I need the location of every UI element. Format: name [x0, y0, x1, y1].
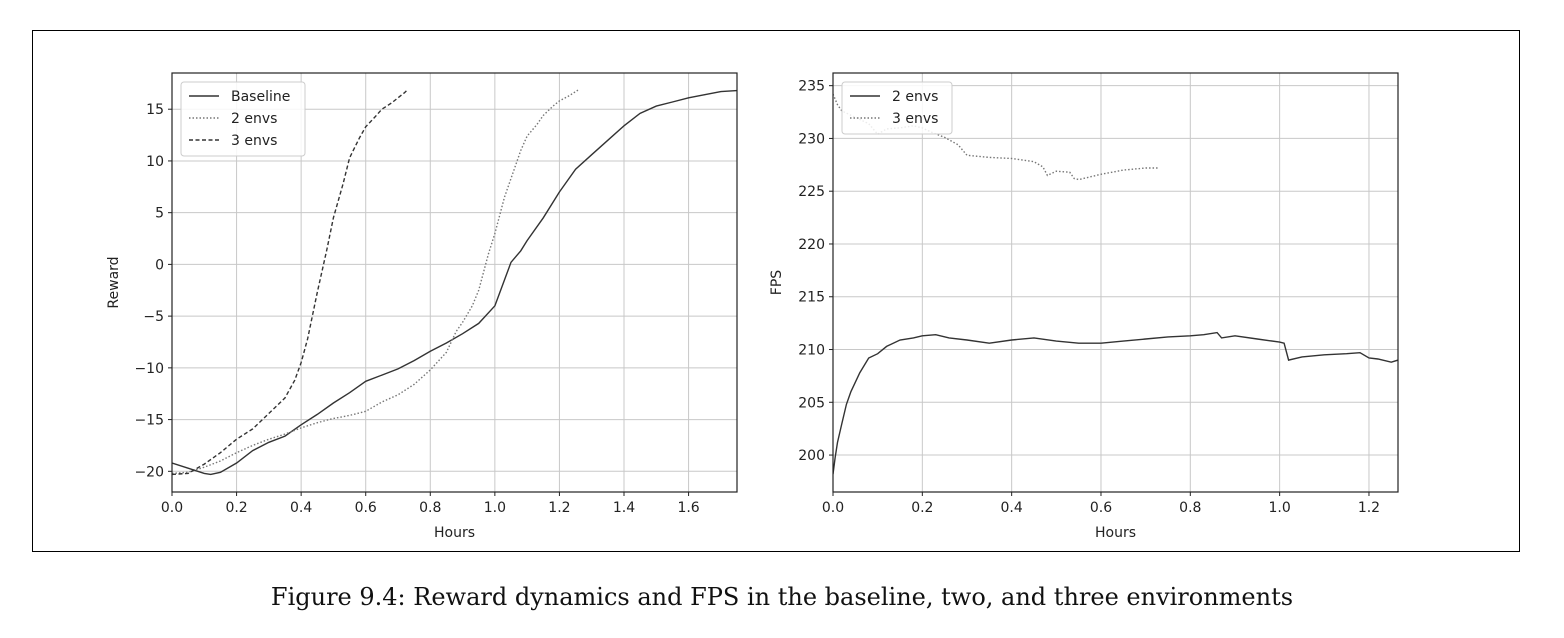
fps-series-line-2-envs	[833, 331, 1398, 475]
fps-x-axis-label: Hours	[1095, 525, 1136, 541]
reward-y-tick-label: −5	[143, 309, 164, 325]
fps-chart: 0.0 0.2 0.4 0.6 0.8 1.0 1.2 200 205 210 215 220 225 2…	[769, 72, 1399, 541]
fps-y-tick-label: 220	[798, 237, 825, 253]
reward-x-tick-label: 0.4	[290, 500, 312, 516]
reward-y-axis-label: Reward	[106, 256, 122, 308]
fps-x-tick-label: 0.8	[1179, 500, 1201, 516]
reward-x-tick-label: 0.2	[225, 500, 247, 516]
fps-x-tick-label: 0.6	[1090, 500, 1112, 516]
reward-legend-label-baseline: Baseline	[231, 89, 290, 105]
fps-legend-box	[841, 81, 953, 135]
fps-y-tick-label: 230	[798, 131, 825, 147]
reward-series-line-3-envs	[172, 89, 409, 476]
fps-y-tick-label: 210	[798, 343, 825, 359]
reward-chart: 0.0 0.2 0.4 0.6 0.8 1.0 1.2 1.4 1.6 −20 −15 −10 −5 0 5…	[106, 72, 738, 541]
reward-x-tick-label: 0.0	[161, 500, 183, 516]
figure-caption: Figure 9.4: Reward dynamics and FPS in t…	[270, 583, 1294, 611]
reward-legend: Baseline 2 envs 3 envs	[180, 81, 306, 157]
fps-y-tick-label: 215	[798, 290, 825, 306]
reward-x-tick-label: 0.8	[419, 500, 441, 516]
reward-legend-box	[180, 81, 306, 157]
fps-legend-label-3-envs: 3 envs	[892, 111, 938, 127]
fps-y-tick-label: 200	[798, 448, 825, 464]
reward-y-tick-label: 0	[155, 257, 164, 273]
reward-y-tick-label: −20	[134, 464, 164, 480]
fps-x-tick-label: 0.4	[1001, 500, 1023, 516]
fps-x-tick-label: 0.2	[911, 500, 933, 516]
reward-plot-frame	[171, 72, 738, 493]
reward-x-tick-label: 1.0	[484, 500, 506, 516]
fps-y-tick-label: 235	[798, 79, 825, 95]
reward-x-axis-label: Hours	[434, 525, 475, 541]
reward-x-tick-label: 1.2	[548, 500, 570, 516]
reward-x-tick-label: 1.6	[677, 500, 699, 516]
reward-legend-label-2-envs: 2 envs	[231, 111, 277, 127]
fps-y-tick-label: 225	[798, 184, 825, 200]
reward-x-tick-label: 0.6	[355, 500, 377, 516]
fps-legend: 2 envs 3 envs	[841, 81, 953, 135]
reward-x-tick-label: 1.4	[613, 500, 635, 516]
fps-x-tick-label: 1.2	[1358, 500, 1380, 516]
fps-x-tick-label: 0.0	[822, 500, 844, 516]
reward-y-tick-label: 10	[146, 154, 164, 170]
fps-legend-label-2-envs: 2 envs	[892, 89, 938, 105]
reward-series-line-baseline	[172, 89, 737, 476]
reward-y-tick-label: 15	[146, 102, 164, 118]
fps-plot-frame	[832, 72, 1399, 493]
reward-legend-label-3-envs: 3 envs	[231, 133, 277, 149]
reward-y-tick-label: −10	[134, 361, 164, 377]
fps-y-tick-label: 205	[798, 395, 825, 411]
fps-x-tick-label: 1.0	[1269, 500, 1291, 516]
fps-y-axis-label: FPS	[769, 270, 785, 295]
reward-y-tick-label: −15	[134, 413, 164, 429]
reward-y-tick-label: 5	[155, 206, 164, 222]
reward-series-line-2-envs	[172, 89, 580, 475]
